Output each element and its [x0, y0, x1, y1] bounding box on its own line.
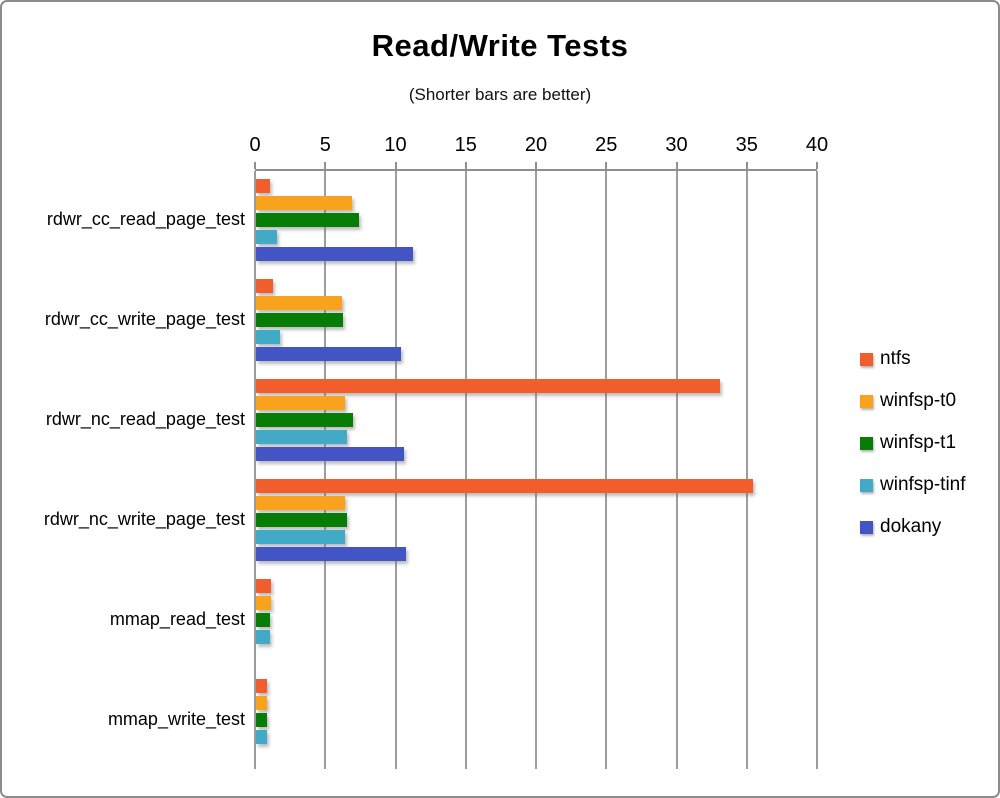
bar-ntfs — [256, 179, 271, 193]
gridline — [394, 171, 397, 769]
x-tick-label: 20 — [524, 134, 548, 156]
gridline — [816, 171, 818, 769]
bar-ntfs — [256, 479, 754, 493]
category-label: mmap_write_test — [107, 708, 245, 729]
gridline — [535, 171, 537, 769]
x-tick-label: 0 — [249, 134, 261, 156]
legend-swatch-ntfs — [860, 352, 873, 366]
category-label: rdwr_cc_read_page_test — [46, 208, 245, 229]
legend-label: winfsp-t1 — [880, 432, 957, 453]
legend-item-ntfs: ntfs — [860, 338, 966, 380]
axis-tick — [324, 162, 327, 169]
x-tick-label: 30 — [665, 134, 688, 156]
bar-winfsp-tinf — [256, 230, 278, 244]
bar-winfsp-t0 — [256, 296, 342, 310]
gridline — [675, 171, 678, 769]
bar-ntfs — [256, 279, 273, 293]
x-tick-label: 5 — [319, 134, 331, 156]
gridline — [605, 171, 608, 769]
axis-tick — [816, 162, 818, 169]
gridline — [324, 171, 327, 769]
bar-dokany — [256, 247, 414, 261]
gridline — [254, 171, 256, 769]
bar-ntfs — [256, 579, 272, 593]
legend-label: ntfs — [880, 348, 911, 369]
bar-dokany — [256, 547, 407, 561]
axis-tick — [675, 162, 678, 169]
bar-winfsp-t1 — [256, 413, 353, 427]
legend-label: winfsp-t0 — [880, 390, 957, 411]
bar-winfsp-t0 — [256, 596, 272, 610]
category-label: mmap_read_test — [109, 608, 245, 629]
legend-label: winfsp-tinf — [880, 474, 966, 495]
x-tick-label: 35 — [735, 134, 758, 156]
legend-swatch-winfsp-t1 — [860, 436, 873, 450]
bar-winfsp-tinf — [256, 430, 348, 444]
category-label: rdwr_cc_write_page_test — [44, 308, 245, 329]
bar-dokany — [256, 347, 401, 361]
x-tick-label: 25 — [595, 134, 618, 156]
legend-item-winfsp-t0: winfsp-t0 — [860, 380, 966, 422]
chart-subtitle: (Shorter bars are better) — [408, 85, 592, 104]
bar-winfsp-tinf — [256, 330, 280, 344]
bar-winfsp-t1 — [256, 313, 344, 327]
category-label: rdwr_nc_read_page_test — [45, 408, 245, 429]
axis-tick — [254, 162, 256, 169]
bar-winfsp-tinf — [256, 730, 268, 744]
bar-winfsp-t1 — [256, 513, 348, 527]
bar-winfsp-t0 — [256, 196, 352, 210]
gridline — [464, 171, 467, 769]
x-tick-label: 15 — [454, 134, 477, 156]
axis-tick — [745, 162, 748, 169]
category-axis: rdwr_cc_read_page_test rdwr_cc_write_page… — [12, 169, 245, 769]
gridline — [745, 171, 748, 769]
bar-winfsp-t1 — [256, 713, 268, 727]
legend-item-winfsp-t1: winfsp-t1 — [860, 422, 966, 464]
bar-ntfs — [256, 379, 720, 393]
legend-swatch-winfsp-t0 — [860, 394, 873, 408]
legend-item-dokany: dokany — [860, 506, 966, 548]
axis-tick — [464, 162, 467, 169]
legend: ntfs winfsp-t0 winfsp-t1 winfsp-tinf dokany — [860, 338, 966, 548]
plot-area: 0 5 10 15 20 25 30 35 40 — [249, 134, 828, 773]
axis-tick — [605, 162, 608, 169]
bar-ntfs — [256, 679, 268, 693]
bar-dokany — [256, 447, 404, 461]
x-tick-label: 10 — [384, 134, 407, 156]
bar-winfsp-t1 — [256, 613, 271, 627]
legend-swatch-winfsp-tinf — [860, 478, 873, 492]
bar-winfsp-t0 — [256, 396, 345, 410]
category-label: rdwr_nc_write_page_test — [43, 508, 245, 529]
bar-winfsp-t0 — [256, 696, 268, 710]
legend-swatch-dokany — [860, 520, 873, 534]
bar-winfsp-t1 — [256, 213, 359, 227]
bar-winfsp-t0 — [256, 496, 345, 510]
axis-tick — [394, 162, 397, 169]
legend-item-winfsp-tinf: winfsp-tinf — [860, 464, 966, 506]
x-tick-label: 40 — [805, 134, 829, 156]
chart-title: Read/Write Tests — [371, 28, 629, 63]
bar-winfsp-tinf — [256, 530, 345, 544]
legend-label: dokany — [880, 516, 942, 537]
axis-tick — [535, 162, 537, 169]
bar-winfsp-tinf — [256, 630, 271, 644]
